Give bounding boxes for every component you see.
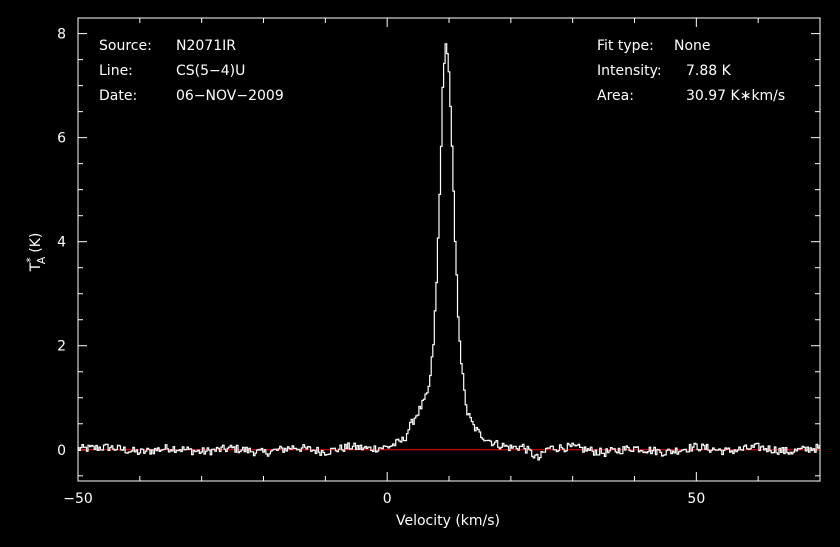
y-tick-label: 0 — [57, 443, 66, 459]
y-axis-label: T*A (K) — [24, 233, 48, 273]
x-tick-label: −50 — [63, 491, 93, 507]
x-tick-label: 50 — [687, 491, 705, 507]
annotations-left: Source: N2071IR Line: CS(5−4)U Date: 06−… — [99, 38, 284, 104]
annotation-source-value: N2071IR — [176, 38, 236, 54]
spectrum-line — [78, 43, 820, 461]
annotation-area-value: 30.97 K∗km/s — [686, 88, 785, 104]
svg-text:T*A(K): T*A (K) — [24, 233, 48, 273]
y-tick-label: 6 — [57, 131, 66, 147]
annotation-fit-type-value: None — [674, 38, 711, 54]
y-axis-label-sub: A — [35, 256, 48, 264]
tick-labels: −50 0 50 0 2 4 6 8 — [57, 27, 705, 507]
annotations-right: Fit type: None Intensity: 7.88 K Area: 3… — [597, 38, 785, 104]
annotation-intensity-value: 7.88 K — [686, 63, 732, 79]
y-axis-label-unit: (K) — [28, 233, 44, 253]
annotation-area-label: Area: — [597, 88, 634, 104]
y-tick-label: 8 — [57, 27, 66, 43]
y-tick-label: 2 — [57, 339, 66, 355]
annotation-date-value: 06−NOV−2009 — [176, 88, 284, 104]
series-group — [78, 43, 820, 461]
annotation-line-label: Line: — [99, 63, 133, 79]
annotation-source-label: Source: — [99, 38, 152, 54]
annotation-fit-type-label: Fit type: — [597, 38, 654, 54]
y-tick-label: 4 — [57, 235, 66, 251]
x-tick-label: 0 — [383, 491, 392, 507]
annotation-date-label: Date: — [99, 88, 137, 104]
annotation-line-value: CS(5−4)U — [176, 63, 245, 79]
y-axis-label-main: T — [28, 262, 44, 272]
annotation-intensity-label: Intensity: — [597, 63, 662, 79]
x-axis-label: Velocity (km/s) — [396, 513, 500, 529]
y-axis-label-sup: * — [24, 257, 37, 263]
